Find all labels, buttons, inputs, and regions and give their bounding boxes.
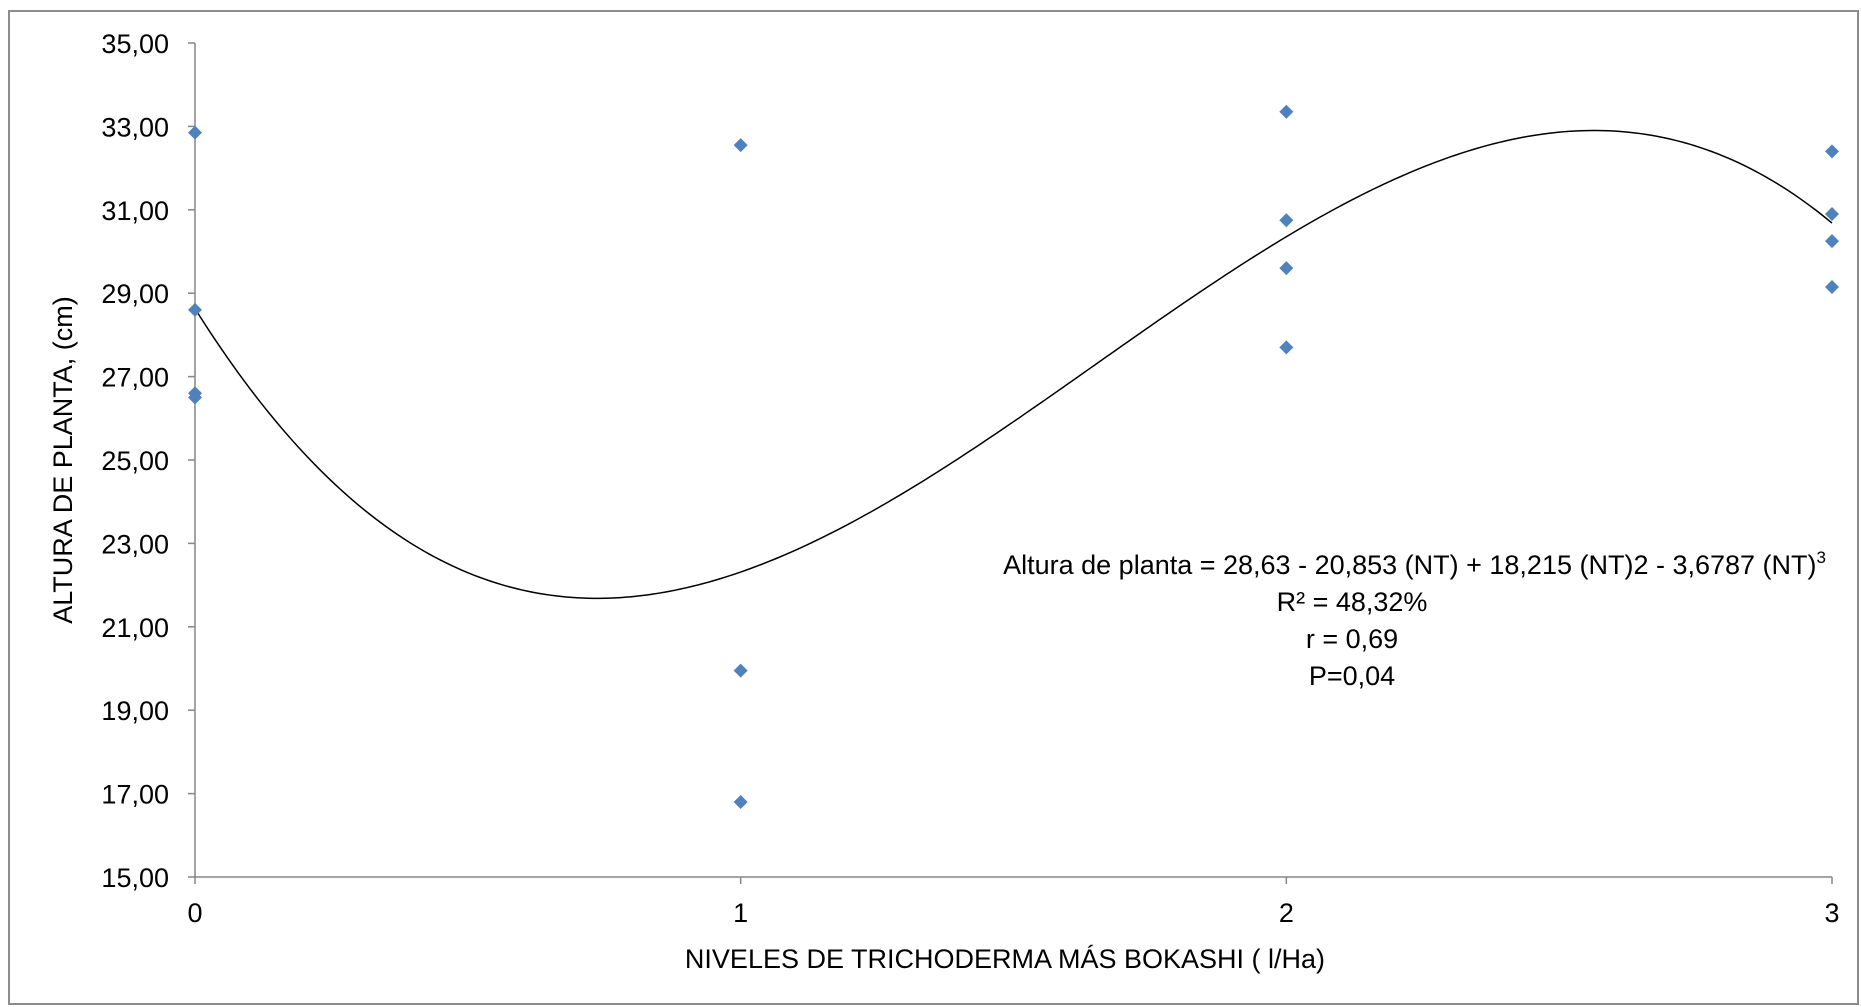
y-tick-label: 27,00 [101, 363, 169, 393]
y-axis-label: ALTURA DE PLANTA, (cm) [48, 296, 78, 624]
y-tick-label: 35,00 [101, 29, 169, 59]
data-point [1825, 144, 1839, 159]
data-point [1279, 213, 1294, 228]
chart-frame [8, 10, 1859, 1005]
y-tick-label: 33,00 [101, 112, 169, 142]
y-axis: 15,00 17,00 19,00 21,00 23,00 25,00 27,00 29,00… [101, 29, 196, 893]
data-point [1279, 340, 1294, 355]
x-axis: 0 1 2 3 [187, 876, 1840, 928]
x-tick-label: 0 [187, 898, 202, 928]
y-tick-label: 19,00 [101, 696, 169, 726]
r-squared-text: R² = 48,32% [1277, 587, 1428, 617]
data-point [733, 663, 748, 678]
y-tick-label: 15,00 [101, 863, 169, 893]
x-tick-label: 3 [1824, 898, 1839, 928]
x-tick-label: 2 [1279, 898, 1294, 928]
y-tick-label: 31,00 [101, 196, 169, 226]
data-point [1279, 104, 1294, 119]
data-point [188, 125, 202, 140]
p-value-text: P=0,04 [1309, 661, 1395, 691]
y-tick-label: 25,00 [101, 446, 169, 476]
data-point [1279, 261, 1294, 276]
equation-superscript: 3 [1817, 548, 1826, 567]
y-tick-label: 17,00 [101, 780, 169, 810]
y-tick-label: 23,00 [101, 529, 169, 559]
x-axis-label: NIVELES DE TRICHODERMA MÁS BOKASHI ( l/H… [685, 944, 1325, 974]
data-points [188, 104, 1839, 809]
equation-text: Altura de planta = 28,63 - 20,853 (NT) +… [1003, 548, 1826, 580]
data-point [188, 302, 202, 317]
data-point [733, 794, 748, 809]
polynomial-trendline [194, 129, 1833, 600]
data-point [1825, 206, 1839, 221]
data-point [1825, 279, 1839, 294]
y-tick-label: 29,00 [101, 279, 169, 309]
x-tick-label: 1 [733, 898, 748, 928]
equation-main: Altura de planta = 28,63 - 20,853 (NT) +… [1003, 550, 1816, 580]
y-tick-label: 21,00 [101, 613, 169, 643]
data-point [1825, 234, 1839, 249]
regression-annotation: Altura de planta = 28,63 - 20,853 (NT) +… [1003, 548, 1826, 691]
data-point [188, 390, 202, 405]
data-point [733, 138, 748, 153]
r-text: r = 0,69 [1306, 624, 1398, 654]
